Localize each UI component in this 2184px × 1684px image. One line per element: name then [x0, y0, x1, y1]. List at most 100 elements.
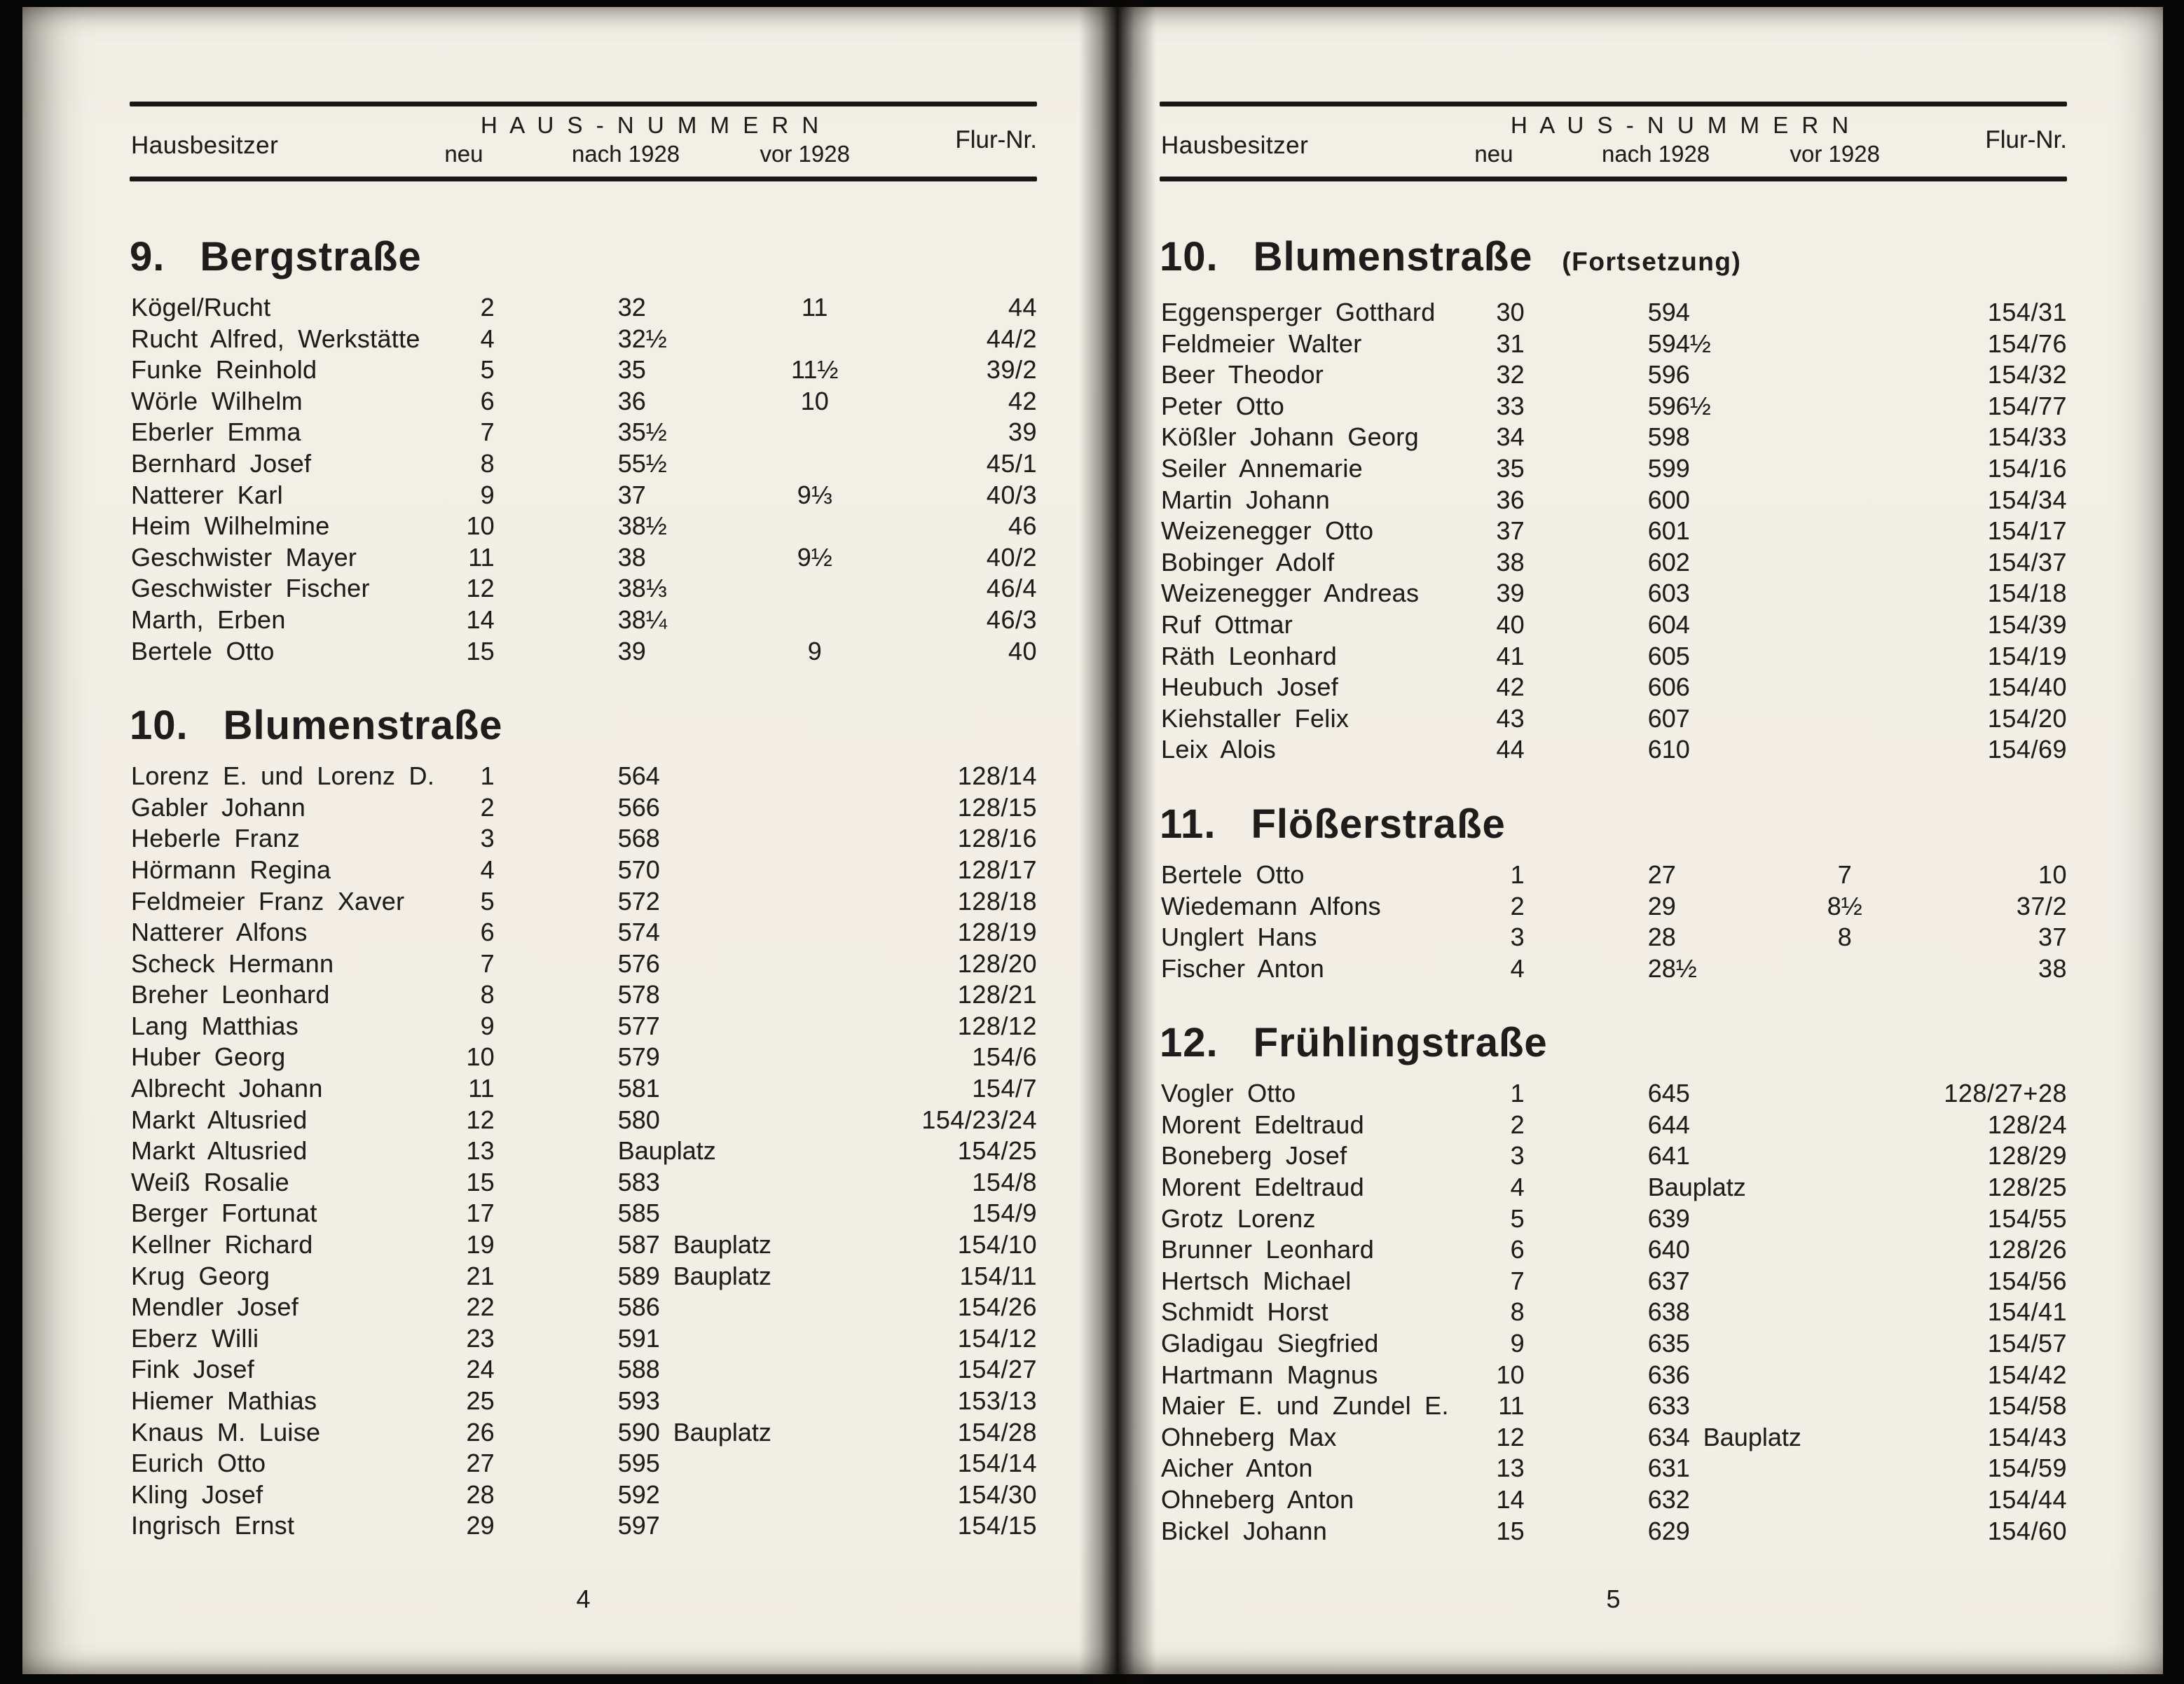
- owner-name: Maier E. und Zundel E.: [1161, 1391, 1449, 1421]
- owner-name: Eberz Willi: [131, 1323, 259, 1353]
- hausnummer-nach-1928: 564: [617, 761, 660, 791]
- hausnummer-neu: 7: [480, 948, 495, 978]
- hausnummer-neu: 33: [1496, 391, 1525, 420]
- flur-nr: 40/2: [986, 542, 1037, 572]
- hausnummer-neu: 2: [480, 293, 495, 322]
- flur-nr: 154/11: [959, 1261, 1037, 1290]
- hausnummer-nach-1928: 629: [1647, 1516, 1690, 1545]
- table-row: Leix Alois 44 610 154/69: [1160, 734, 2067, 766]
- hausnummer-nach-1928: 596½: [1647, 391, 1711, 420]
- header-body: Hausbesitzer H A U S - N U M M E R N neu…: [130, 106, 1037, 177]
- flur-nr: 128/18: [957, 886, 1037, 916]
- owner-name: Feldmeier Walter: [1161, 329, 1362, 358]
- header-hausbesitzer: Hausbesitzer: [131, 132, 279, 159]
- hausnummer-nach-1928: 594: [1647, 298, 1690, 326]
- flur-nr: 154/17: [1987, 516, 2067, 546]
- hausnummer-neu: 6: [480, 386, 495, 415]
- hausnummer-nach-1928: 593: [617, 1386, 660, 1415]
- owner-name: Heberle Franz: [131, 824, 300, 853]
- hausnummer-nach-1928: 576: [617, 948, 660, 978]
- table-row: Markt Altusried 13 Bauplatz 154/25: [130, 1136, 1037, 1167]
- flur-nr: 154/41: [1987, 1297, 2067, 1327]
- street-section: 12. Frühlingstraße Vogler Otto 1 645 128/27+2…: [1160, 1021, 2067, 1547]
- table-row: Eggensperger Gotthard 30 594 154/31: [1160, 297, 2067, 329]
- flur-nr: 154/7: [972, 1074, 1037, 1103]
- table-row: Gabler Johann 2 566 128/15: [130, 792, 1037, 824]
- hausnummer-neu: 4: [480, 324, 495, 353]
- hausnummer-nach-1928: 601: [1647, 516, 1690, 546]
- hausnummer-nach-1928: 37: [617, 480, 646, 509]
- owner-name: Bertele Otto: [1161, 860, 1305, 889]
- table-row: Knaus M. Luise 26 590 Bauplatz 154/28: [130, 1417, 1037, 1449]
- sections-left: 9. Bergstraße Kögel/Rucht 2 32 11 44 Rucht Alfr…: [130, 235, 1037, 1542]
- hausnummer-nach-1928: 635: [1647, 1329, 1690, 1358]
- owner-name: Ohneberg Max: [1161, 1422, 1337, 1451]
- owner-name: Natterer Alfons: [131, 918, 308, 947]
- flur-nr: 128/15: [957, 792, 1037, 822]
- street-suffix: (Fortsetzung): [1562, 247, 1742, 276]
- owner-name: Knaus M. Luise: [131, 1417, 321, 1447]
- hausnummer-nach-1928: 570: [617, 855, 660, 884]
- owner-name: Bertele Otto: [131, 636, 275, 665]
- owner-name: Gladigau Siegfried: [1161, 1329, 1379, 1358]
- owner-name: Aicher Anton: [1161, 1454, 1313, 1483]
- table-row: Bertele Otto 15 39 9 40: [130, 636, 1037, 668]
- flur-nr: 154/6: [972, 1042, 1037, 1072]
- flur-nr: 154/58: [1987, 1391, 2067, 1421]
- street-name: Blumenstraße: [1253, 234, 1533, 279]
- hausnummer-nach-1928: 645: [1647, 1079, 1690, 1108]
- hausnummer-vor-1928: 8½: [1827, 891, 1862, 920]
- hausnummer-neu: 30: [1496, 298, 1525, 326]
- flur-nr: 45/1: [986, 448, 1037, 478]
- hausnummer-neu: 34: [1496, 422, 1525, 452]
- owner-name: Marth, Erben: [131, 605, 286, 634]
- table-row: Boneberg Josef 3 641 128/29: [1160, 1140, 2067, 1172]
- hausnummer-neu: 42: [1496, 672, 1525, 702]
- table-row: Hörmann Regina 4 570 128/17: [130, 855, 1037, 886]
- owner-name: Hiemer Mathias: [131, 1386, 317, 1415]
- hausnummer-neu: 13: [1496, 1454, 1525, 1483]
- street-name: Blumenstraße: [223, 703, 503, 749]
- hausnummer-neu: 21: [466, 1261, 495, 1290]
- hausnummer-neu: 3: [1510, 923, 1525, 952]
- street-section: 11. Flößerstraße Bertele Otto 1 27 7 10 Wiedema…: [1160, 801, 2067, 984]
- flur-nr: 154/60: [1987, 1516, 2067, 1545]
- street-heading: 10. Blumenstraße (Fortsetzung): [1160, 235, 2067, 284]
- street-section: 10. Blumenstraße (Fortsetzung) Eggensperger…: [1160, 235, 2067, 766]
- owner-name: Schmidt Horst: [1161, 1297, 1328, 1327]
- header-hausnummern: H A U S - N U M M E R N: [481, 112, 823, 138]
- hausnummer-nach-1928: 596: [1647, 360, 1690, 389]
- flur-nr: 46/4: [986, 574, 1037, 603]
- flur-nr: 154/19: [1987, 641, 2067, 670]
- table-row: Wiedemann Alfons 2 29 8½ 37/2: [1160, 891, 2067, 923]
- hausnummer-neu: 24: [466, 1355, 495, 1384]
- owner-name: Boneberg Josef: [1161, 1141, 1347, 1171]
- hausnummer-nach-1928: 577: [617, 1011, 660, 1040]
- flur-nr: 154/9: [972, 1199, 1037, 1228]
- hausnummer-neu: 25: [466, 1386, 495, 1415]
- owner-name: Eggensperger Gotthard: [1161, 298, 1436, 326]
- owner-name: Kiehstaller Felix: [1161, 703, 1349, 733]
- hausnummer-neu: 37: [1496, 516, 1525, 546]
- hausnummer-neu: 11: [1498, 1391, 1525, 1421]
- owner-name: Hörmann Regina: [131, 855, 331, 884]
- flur-nr: 37: [2038, 923, 2067, 952]
- table-row: Unglert Hans 3 28 8 37: [1160, 922, 2067, 953]
- flur-nr: 154/31: [1987, 298, 2067, 326]
- owner-name: Weizenegger Otto: [1161, 516, 1374, 546]
- hausnummer-vor-1928: 9½: [797, 542, 832, 572]
- owner-name: Unglert Hans: [1161, 923, 1317, 952]
- hausnummer-nach-1928: 639: [1647, 1203, 1690, 1233]
- hausnummer-neu: 41: [1496, 641, 1525, 670]
- hausnummer-nach-1928: 581: [617, 1074, 660, 1103]
- owner-name: Wiedemann Alfons: [1161, 891, 1381, 920]
- flur-nr: 154/57: [1987, 1329, 2067, 1358]
- hausnummer-neu: 44: [1496, 735, 1525, 764]
- hausnummer-neu: 1: [480, 761, 495, 791]
- table-row: Aicher Anton 13 631 154/59: [1160, 1453, 2067, 1484]
- table-row: Räth Leonhard 41 605 154/19: [1160, 641, 2067, 672]
- table-row: Bernhard Josef 8 55½ 45/1: [130, 448, 1037, 480]
- hausnummer-nach-1928: 597: [617, 1511, 660, 1540]
- header-hausnummern: H A U S - N U M M E R N: [1511, 112, 1853, 138]
